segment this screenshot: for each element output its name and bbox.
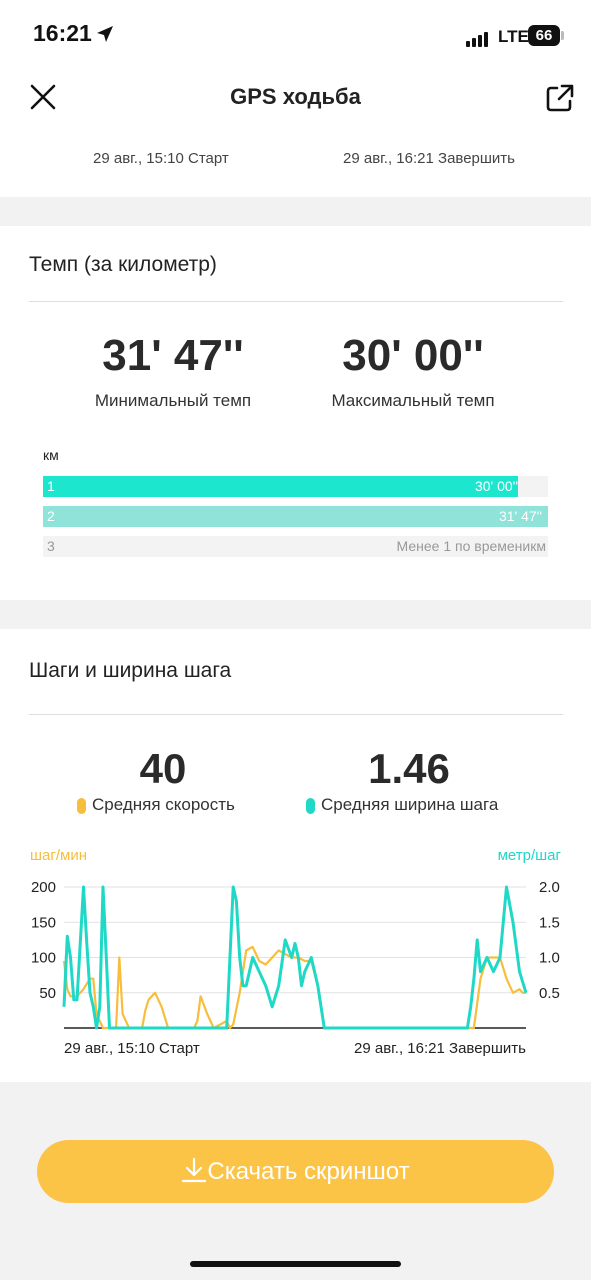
pace-unit: км: [43, 447, 59, 463]
right-tick-label: 2.0: [539, 879, 560, 896]
pace-bar-2-fill: [43, 506, 548, 527]
avg-width-label: Средняя ширина шага: [321, 795, 499, 814]
x-start-label: 29 авг., 15:10 Старт: [64, 1040, 200, 1057]
download-screenshot-button[interactable]: Скачать скриншот: [37, 1140, 554, 1203]
avg-speed-value: 40: [139, 745, 187, 792]
pace-bar-1-index: 1: [47, 478, 55, 494]
avg-speed-label: Средняя скорость: [92, 795, 235, 814]
width-legend-dot: [306, 797, 315, 814]
x-end-label: 29 авг., 16:21 Завершить: [354, 1040, 526, 1057]
end-time: 29 авг., 16:21 Завершить: [343, 150, 515, 167]
network-type: LTE: [498, 27, 529, 46]
steps-chart: шаг/мин метр/шаг 200 150 100 50 2.0 1.5 1.0 0.5 29…: [30, 847, 562, 1057]
pace-bar-1-fill: [43, 476, 518, 497]
left-tick-label: 50: [39, 985, 56, 1002]
pace-title: Темп (за километр): [29, 253, 217, 276]
max-pace-value: 30' 00'': [342, 331, 484, 380]
divider: [29, 301, 563, 302]
left-tick-label: 100: [31, 950, 56, 967]
pace-bar-3-value: Менее 1 по временикм: [397, 538, 546, 554]
pace-bar-1: 1 30' 00'': [43, 476, 548, 497]
battery-icon: 66: [528, 25, 560, 46]
download-label: Скачать скриншот: [207, 1158, 410, 1185]
home-indicator: [190, 1261, 401, 1267]
right-tick-label: 0.5: [539, 985, 560, 1002]
header: [0, 64, 591, 197]
min-pace-value: 31' 47'': [102, 331, 244, 380]
pace-bar-2-value: 31' 47'': [498, 508, 542, 524]
location-arrow-icon: [97, 26, 113, 42]
pace-bar-1-value: 30' 00'': [474, 478, 518, 494]
speed-legend-dot: [77, 797, 86, 814]
pace-bar-3-text: Менее 1 по времени: [396, 538, 531, 554]
close-icon[interactable]: [28, 82, 58, 112]
page-title: GPS ходьба: [230, 84, 361, 109]
max-pace-label: Максимальный темп: [331, 391, 495, 410]
pace-bar-3: 3 Менее 1 по временикм: [43, 536, 548, 557]
left-tick-label: 200: [31, 879, 56, 896]
speed-series-line: [62, 945, 526, 1030]
signal-icon: [466, 29, 490, 47]
right-tick-label: 1.5: [539, 914, 560, 931]
right-axis-label: метр/шаг: [498, 847, 562, 864]
steps-title: Шаги и ширина шага: [29, 659, 232, 682]
pace-bar-2: 2 31' 47'': [43, 506, 548, 527]
min-pace-label: Минимальный темп: [94, 391, 252, 410]
avg-width-legend: Средняя ширина шага: [306, 795, 498, 815]
right-tick-label: 1.0: [539, 950, 560, 967]
battery-tip: [561, 31, 564, 40]
pace-bar-2-index: 2: [47, 508, 55, 524]
avg-speed-legend: Средняя скорость: [77, 795, 235, 815]
avg-width-value: 1.46: [368, 745, 450, 792]
pace-bar-3-index: 3: [47, 538, 55, 554]
left-axis-label: шаг/мин: [30, 847, 87, 864]
pace-bar-3-unit: км: [530, 538, 546, 554]
share-icon[interactable]: [544, 82, 576, 114]
download-icon: [182, 1157, 207, 1183]
status-time: 16:21: [33, 20, 92, 46]
left-tick-label: 150: [31, 914, 56, 931]
width-series-line: [62, 885, 528, 1030]
start-time: 29 авг., 15:10 Старт: [93, 150, 229, 167]
divider: [29, 714, 563, 715]
status-bar: [0, 0, 591, 64]
